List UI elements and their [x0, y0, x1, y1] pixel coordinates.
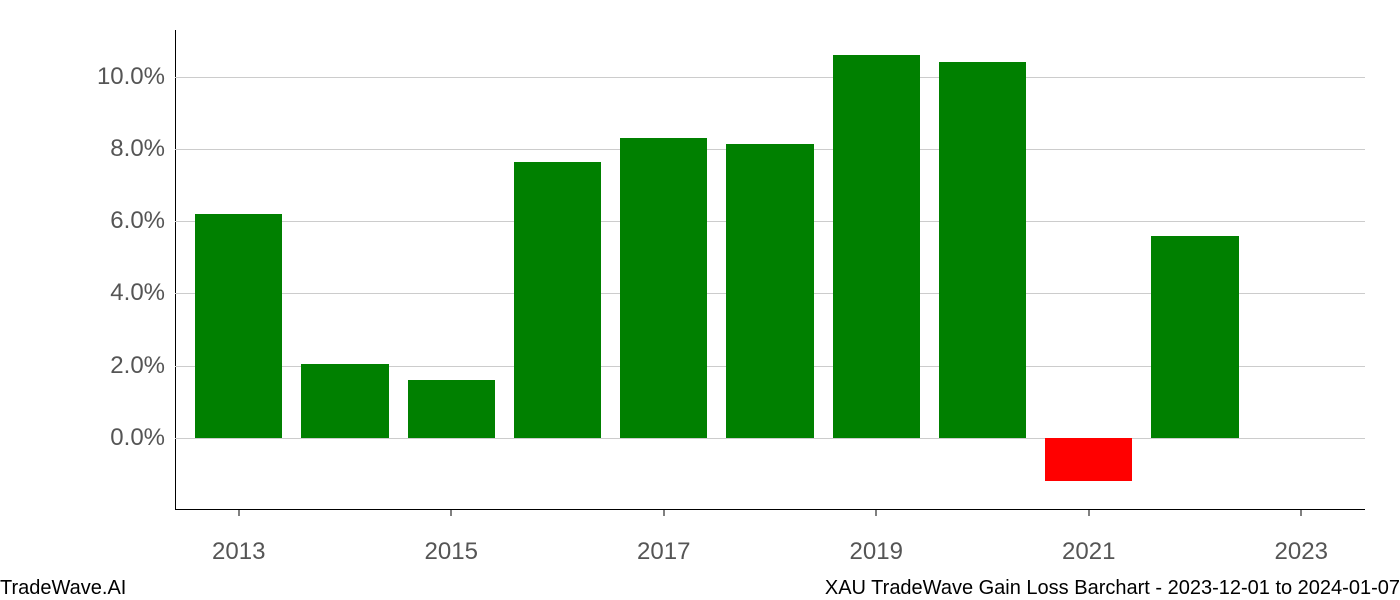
y-gridline: [175, 438, 1365, 439]
y-tick-label: 0.0%: [110, 424, 175, 452]
bar: [726, 144, 813, 438]
bar: [408, 380, 495, 438]
y-gridline: [175, 77, 1365, 78]
x-tick-label: 2015: [425, 510, 478, 566]
bar: [939, 62, 1026, 437]
x-tick-label: 2019: [850, 510, 903, 566]
y-tick-label: 2.0%: [110, 352, 175, 380]
y-tick-label: 6.0%: [110, 207, 175, 235]
x-tick-label: 2021: [1062, 510, 1115, 566]
y-tick-label: 8.0%: [110, 135, 175, 163]
plot-area: 0.0%2.0%4.0%6.0%8.0%10.0%201320152017201…: [175, 30, 1365, 510]
bar: [195, 214, 282, 438]
x-tick-label: 2013: [212, 510, 265, 566]
bar: [301, 364, 388, 438]
footer-right-label: XAU TradeWave Gain Loss Barchart - 2023-…: [825, 577, 1400, 600]
x-tick-label: 2023: [1275, 510, 1328, 566]
bar: [514, 162, 601, 438]
bar: [1045, 438, 1132, 481]
y-tick-label: 4.0%: [110, 279, 175, 307]
bar: [833, 55, 920, 438]
x-tick-label: 2017: [637, 510, 690, 566]
y-tick-label: 10.0%: [97, 63, 175, 91]
bar: [620, 138, 707, 438]
chart-container: 0.0% 2.0% 4.0% 6.0% 8.0% 10.0% 2013 2015 2017 201…: [0, 0, 1400, 600]
bar: [1151, 236, 1238, 438]
footer-left-label: TradeWave.AI: [0, 577, 126, 600]
